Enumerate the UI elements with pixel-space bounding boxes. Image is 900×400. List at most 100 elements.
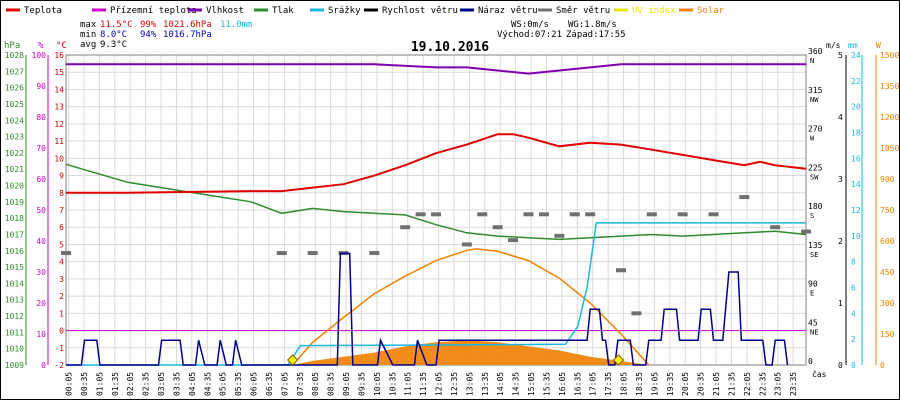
dir-name-3: SE xyxy=(810,251,818,259)
celsius-tick-18: 16 xyxy=(54,51,64,60)
hpa-tick-12: 1021 xyxy=(5,165,24,174)
x-tick-41: 20:35 xyxy=(697,372,706,396)
stat-avg-label: avg xyxy=(80,40,96,50)
celsius-tick-1: -1 xyxy=(54,344,64,353)
x-tick-35: 17:35 xyxy=(604,372,613,396)
mm-tick-6: 12 xyxy=(851,206,861,215)
w-tick-7: 1050 xyxy=(880,144,899,153)
mm-tick-10: 20 xyxy=(851,103,861,112)
x-tick-45: 22:35 xyxy=(758,372,767,396)
w-tick-4: 600 xyxy=(880,237,895,246)
pct-tick-1: 10 xyxy=(36,330,46,339)
stat-min-label: min xyxy=(80,30,96,40)
w-tick-5: 750 xyxy=(880,206,895,215)
dir-name-6: W xyxy=(810,135,815,143)
wind-dir-mark-19 xyxy=(646,212,657,217)
legend-label-2: Vlhkost xyxy=(206,6,244,16)
x-tick-31: 15:35 xyxy=(542,372,551,396)
w-tick-1: 150 xyxy=(880,330,895,339)
stat-min-hum: 94% xyxy=(140,30,157,40)
celsius-tick-13: 11 xyxy=(54,137,64,146)
w-axis-unit: W xyxy=(876,41,881,50)
dir-name-5: SW xyxy=(810,173,819,181)
mm-tick-11: 22 xyxy=(851,77,861,86)
mm-axis-unit: mm xyxy=(848,41,858,50)
dir-tick-4: 180 xyxy=(808,202,823,211)
celsius-tick-15: 13 xyxy=(54,103,64,112)
celsius-tick-14: 12 xyxy=(54,120,64,129)
hpa-tick-8: 1017 xyxy=(5,230,24,239)
solar-radiation-area xyxy=(292,340,649,365)
mm-tick-12: 24 xyxy=(851,51,861,60)
mm-tick-3: 6 xyxy=(851,284,856,293)
wind-dir-mark-0 xyxy=(61,251,71,256)
x-tick-11: 05:35 xyxy=(234,372,243,396)
x-tick-37: 18:35 xyxy=(635,372,644,396)
ms-tick-5: 5 xyxy=(838,51,843,60)
wind-dir-mark-12 xyxy=(523,212,534,217)
x-tick-2: 01:05 xyxy=(95,372,104,396)
x-tick-27: 13:35 xyxy=(481,372,490,396)
chart-title: 19.10.2016 xyxy=(411,40,489,55)
stat-max-hum: 99% xyxy=(140,20,157,30)
stat-min-press: 1016.7hPa xyxy=(163,30,212,40)
celsius-tick-10: 8 xyxy=(59,189,64,198)
x-tick-19: 09:35 xyxy=(357,372,366,396)
celsius-tick-0: -2 xyxy=(54,361,64,370)
x-tick-32: 16:05 xyxy=(558,372,567,396)
x-tick-15: 07:35 xyxy=(296,372,305,396)
wind-dir-mark-24 xyxy=(801,229,811,234)
w-tick-6: 900 xyxy=(880,175,895,184)
mm-tick-1: 2 xyxy=(851,335,856,344)
x-tick-30: 15:05 xyxy=(527,372,536,396)
dir-tick-5: 225 xyxy=(808,163,823,172)
mm-tick-5: 10 xyxy=(851,232,861,241)
hpa-tick-0: 1009 xyxy=(5,361,24,370)
legend-label-8: UV index xyxy=(632,6,676,16)
ms-tick-1: 1 xyxy=(838,299,843,308)
stat-avg-temp: 9.3°C xyxy=(100,40,127,50)
wind-dir-mark-4 xyxy=(369,251,380,256)
x-tick-14: 07:05 xyxy=(280,372,289,396)
pct-tick-5: 50 xyxy=(36,206,46,215)
x-tick-42: 21:05 xyxy=(712,372,721,396)
x-tick-38: 19:05 xyxy=(650,372,659,396)
hpa-axis-unit: hPa xyxy=(4,41,20,51)
x-tick-7: 03:35 xyxy=(172,372,181,396)
celsius-tick-5: 3 xyxy=(59,275,64,284)
x-tick-0: 00:05 xyxy=(65,372,74,396)
pct-tick-4: 40 xyxy=(36,237,46,246)
pct-tick-0: 0 xyxy=(41,361,46,370)
hpa-tick-19: 1028 xyxy=(5,51,24,60)
dir-tick-3: 135 xyxy=(808,241,823,250)
x-tick-29: 14:35 xyxy=(512,372,521,396)
pct-tick-2: 20 xyxy=(36,299,46,308)
pct-tick-8: 80 xyxy=(36,113,46,122)
mm-tick-2: 4 xyxy=(851,309,856,318)
wind-dir-mark-14 xyxy=(554,233,565,238)
stat-max-press: 1021.6hPa xyxy=(163,20,212,30)
wind-dir-mark-9 xyxy=(477,212,488,217)
hpa-tick-17: 1026 xyxy=(5,84,24,93)
x-tick-23: 11:35 xyxy=(419,372,428,396)
mm-tick-0: 0 xyxy=(851,361,856,370)
celsius-tick-4: 2 xyxy=(59,292,64,301)
dir-tick-7: 315 xyxy=(808,86,823,95)
hpa-tick-4: 1013 xyxy=(5,296,24,305)
hpa-tick-11: 1020 xyxy=(5,182,24,191)
mm-tick-8: 16 xyxy=(851,154,861,163)
stat-wg: WG:1.8m/s xyxy=(568,20,617,30)
pct-tick-3: 30 xyxy=(36,268,46,277)
x-tick-22: 11:05 xyxy=(404,372,413,396)
temperature-line xyxy=(66,133,807,194)
hpa-tick-2: 1011 xyxy=(5,328,24,337)
wind-dir-mark-21 xyxy=(708,212,719,217)
x-tick-24: 12:05 xyxy=(435,372,444,396)
wind-dir-mark-16 xyxy=(585,212,596,217)
wind-dir-mark-22 xyxy=(739,195,750,200)
x-tick-12: 06:05 xyxy=(250,372,259,396)
w-tick-2: 300 xyxy=(880,299,895,308)
pct-tick-6: 60 xyxy=(36,175,46,184)
